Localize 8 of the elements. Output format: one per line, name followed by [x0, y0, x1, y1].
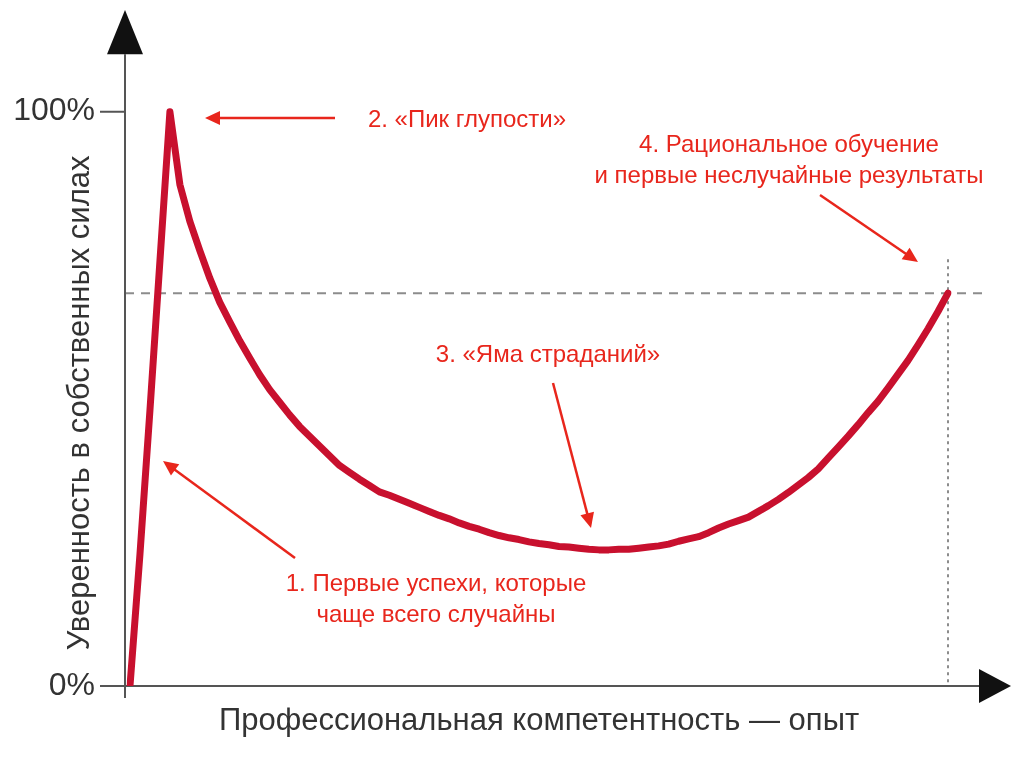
x-axis-title: Профессиональная компетентность — опыт	[218, 701, 860, 737]
y-tick-label: 0%	[48, 665, 95, 702]
annotation: 2. «Пик глупости»	[367, 104, 567, 132]
y-axis-title: Уверенность в собственных силах	[60, 154, 96, 651]
annotation: 3. «Яма страданий»	[435, 339, 661, 367]
annotation: 1. Первые успехи, которые чаще всего случайны	[285, 568, 587, 627]
annotation: 4. Рациональное обучение и первые неслучайные результаты	[594, 129, 984, 188]
y-tick-label: 100%	[13, 91, 95, 128]
